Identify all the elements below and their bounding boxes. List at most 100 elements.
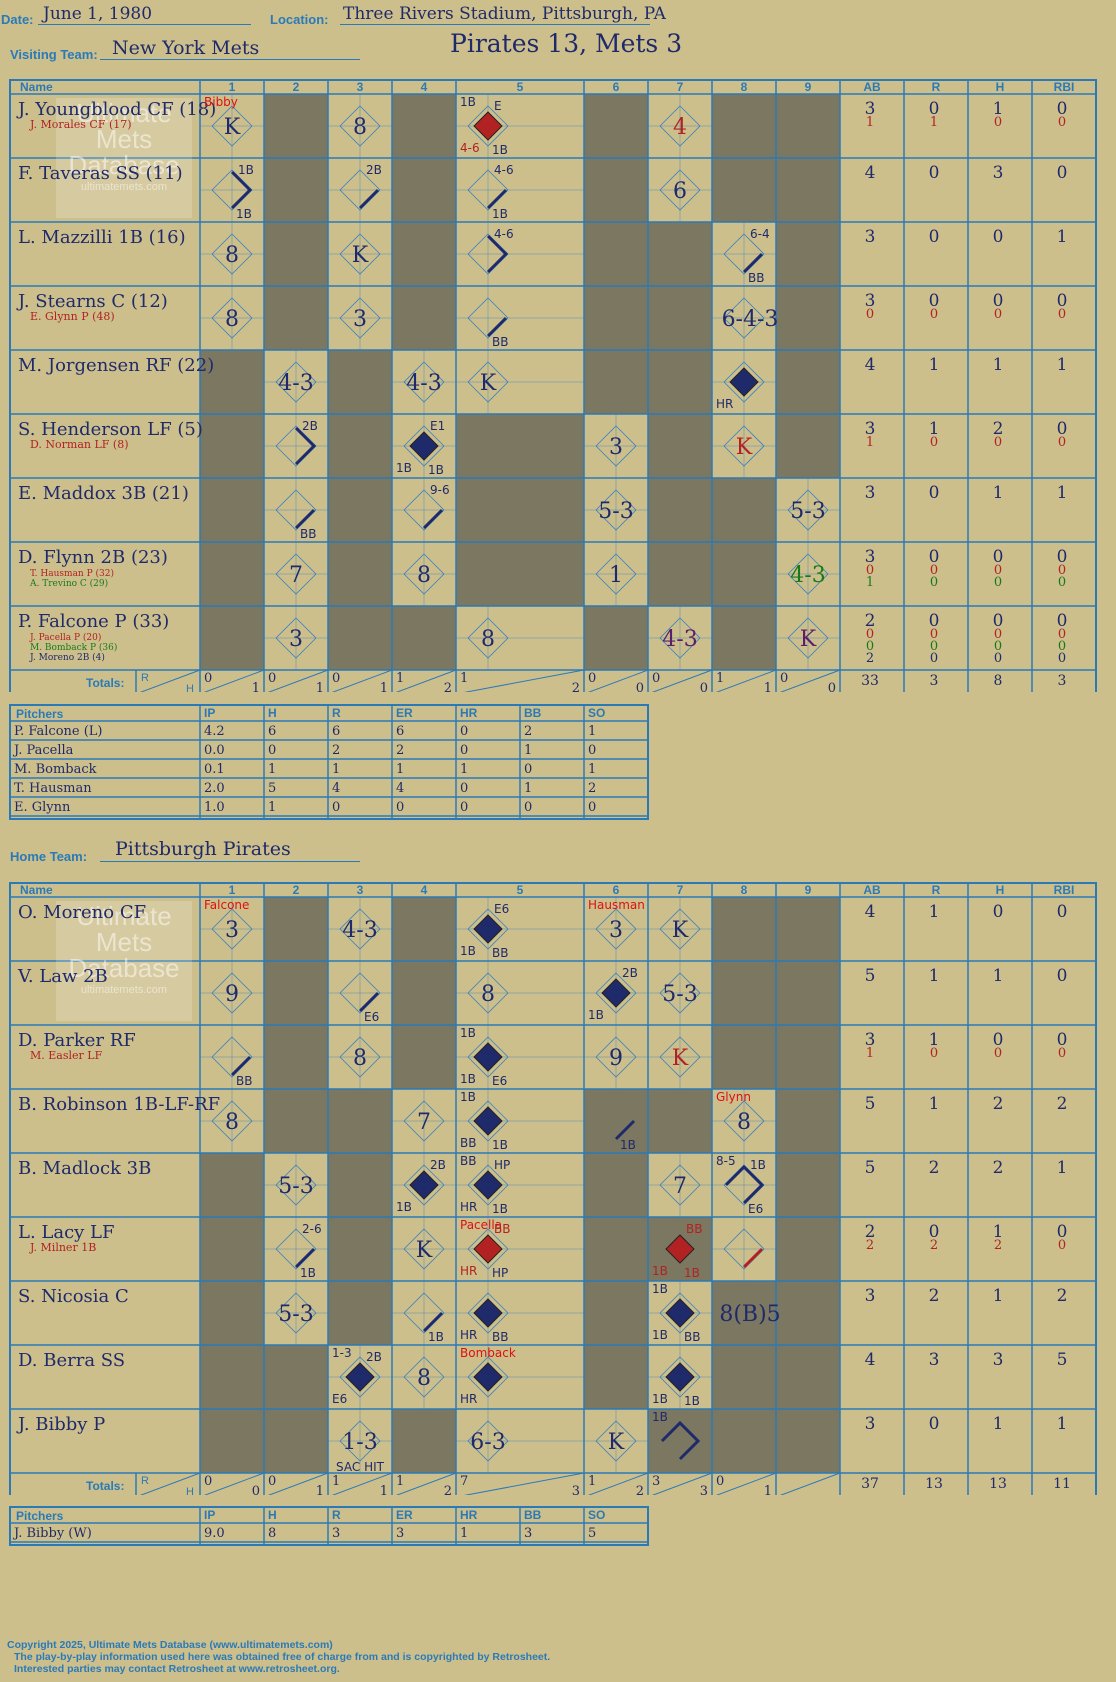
- footer-line-1: Copyright 2025, Ultimate Mets Database (…: [7, 1639, 333, 1651]
- inning-runs: 0: [268, 671, 276, 686]
- visitors-scorecard: Name 1 2 3 4 5 6 7 8 9 AB R H RBIUltimateMetsDatabase…: [9, 79, 1097, 692]
- pitching-stat: 1: [524, 743, 532, 758]
- stat-r: 2: [930, 1238, 938, 1253]
- inning-cell: [712, 1345, 776, 1409]
- inning-cell: [648, 1089, 712, 1153]
- run-scored-diamond: [473, 1298, 503, 1328]
- play-note: BB: [492, 335, 508, 349]
- inning-header: 6: [613, 883, 620, 897]
- stat-h: 2: [993, 419, 1004, 439]
- inning-cell: [776, 1089, 840, 1153]
- stat-r: 0: [930, 1046, 938, 1061]
- pitching-stat: 1: [268, 800, 276, 815]
- inning-cell: [264, 158, 328, 222]
- substitute-name: T. Hausman P (32): [30, 568, 114, 579]
- pitching-stat-header: SO: [588, 1508, 605, 1522]
- stat-rbi: 0: [1057, 99, 1068, 119]
- stat-h: 1: [993, 355, 1004, 375]
- inning-runs: 1: [716, 671, 724, 686]
- pitching-stat: 4.2: [204, 724, 225, 739]
- pitching-stat: 3: [524, 1526, 532, 1541]
- home-team-underline: [100, 861, 360, 862]
- stat-rbi: 5: [1057, 1350, 1068, 1370]
- pitching-stat: 1: [460, 762, 468, 777]
- inning-cell: [264, 222, 328, 286]
- inning-cell: [584, 158, 648, 222]
- pitching-stat: 6: [268, 724, 276, 739]
- play-note: 1B: [460, 95, 476, 109]
- inning-hits: 2: [572, 681, 580, 692]
- stat-ab: 0: [866, 627, 874, 642]
- inning-cell: [648, 1409, 712, 1473]
- pitching-stat: 1: [460, 1526, 468, 1541]
- play-note: 4-6: [494, 227, 514, 241]
- inning-header: 4: [421, 80, 428, 94]
- pitching-stat: 4: [332, 781, 340, 796]
- stat-h: 0: [993, 1030, 1004, 1050]
- stat-r: 1: [929, 1094, 940, 1114]
- inning-cell: [264, 1409, 328, 1473]
- visiting-team-underline: [100, 59, 360, 60]
- inning-cell: [264, 94, 328, 158]
- play-note: E6: [332, 1392, 347, 1406]
- stat-ab: 1: [866, 575, 874, 590]
- inning-cell: [648, 350, 712, 414]
- stat-r: 1: [930, 115, 938, 130]
- run-scored-diamond: [409, 1170, 439, 1200]
- inning-header: 2: [293, 80, 300, 94]
- inning-runs: 0: [204, 671, 212, 686]
- inning-cell: [200, 1217, 264, 1281]
- date-underline: [38, 24, 251, 25]
- pitching-stat: 0: [332, 800, 340, 815]
- location-label: Location:: [270, 12, 329, 27]
- stat-rbi: 0: [1057, 547, 1068, 567]
- pitching-stat-header: R: [332, 706, 341, 720]
- play-note: 1B: [460, 944, 476, 958]
- totals-slash: [139, 1472, 201, 1495]
- basepath-line: [660, 1420, 701, 1461]
- inning-header: 1: [229, 883, 236, 897]
- basepath-line: [742, 1247, 764, 1269]
- inning-cell: [712, 1409, 776, 1473]
- inning-cell: [392, 222, 456, 286]
- inning-runs: 7: [460, 1474, 468, 1489]
- watermark-logo: [56, 901, 192, 1021]
- stat-header: R: [932, 80, 941, 94]
- inning-cell: [328, 350, 392, 414]
- pitchers-header: Pitchers: [16, 707, 64, 721]
- stat-h: 0: [993, 902, 1004, 922]
- inning-runs: 1: [396, 1474, 404, 1489]
- play-note: E6: [748, 1202, 763, 1216]
- stat-total: 33: [861, 673, 879, 689]
- pitching-frame: [9, 704, 649, 820]
- play-note: Bibby: [204, 95, 238, 109]
- basepath-line: [230, 1055, 252, 1077]
- run-scored-diamond: [665, 1298, 695, 1328]
- inning-runs: 0: [332, 671, 340, 686]
- pitching-stat: 8: [268, 1526, 276, 1541]
- stat-rbi: 0: [1058, 307, 1066, 322]
- play-note: 9-6: [430, 483, 450, 497]
- inning-cell: [712, 961, 776, 1025]
- play-note: 2B: [622, 966, 638, 980]
- stat-rbi: 0: [1057, 1030, 1068, 1050]
- stat-ab: 2: [866, 651, 874, 666]
- stat-rbi: 1: [1057, 1414, 1068, 1434]
- substitute-name: J. Morales CF (17): [29, 118, 132, 131]
- inning-cell: [776, 414, 840, 478]
- stat-r: 2: [929, 1158, 940, 1178]
- stat-ab: 3: [865, 99, 876, 119]
- pitching-stat: 1: [588, 724, 596, 739]
- play-note: Glynn: [716, 1090, 751, 1104]
- play-note: 6-4: [750, 227, 770, 241]
- stat-ab: 1: [866, 435, 874, 450]
- stat-rbi: 0: [1058, 575, 1066, 590]
- play-note: 1B: [492, 207, 508, 221]
- card-frame: [9, 882, 1097, 1495]
- play-note: 1B: [238, 163, 254, 177]
- pitching-stat-header: SO: [588, 706, 605, 720]
- stat-total: 13: [925, 1476, 943, 1492]
- stat-ab: 5: [865, 1158, 876, 1178]
- inning-header: 2: [293, 883, 300, 897]
- stat-rbi: 0: [1057, 966, 1068, 986]
